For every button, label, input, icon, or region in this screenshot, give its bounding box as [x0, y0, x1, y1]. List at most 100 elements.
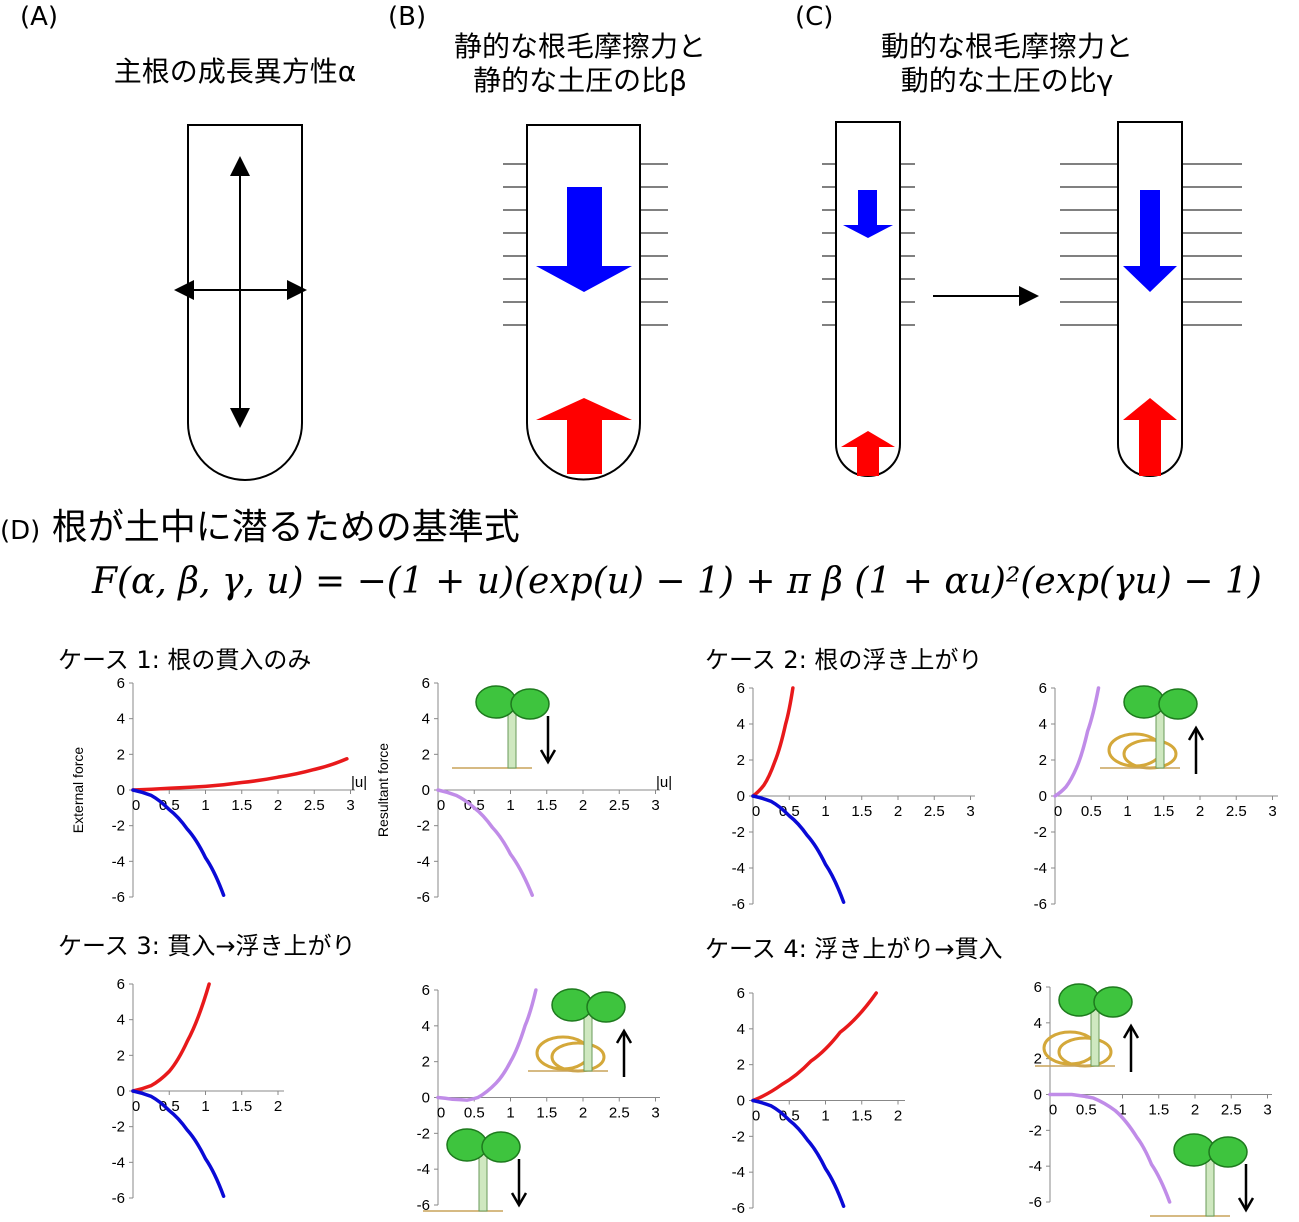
- x-tick-label: 0.5: [1081, 803, 1102, 820]
- y-tick-label: 4: [1039, 716, 1047, 733]
- leaf: [1208, 1136, 1248, 1168]
- y-tick-label: 6: [422, 675, 430, 692]
- panel-c-label: (C): [795, 2, 834, 32]
- panel-b-label: (B): [388, 2, 427, 32]
- x-tick-label: 0: [132, 1098, 140, 1115]
- friction-arrow-c2: [1123, 190, 1177, 292]
- leaf: [481, 1131, 521, 1163]
- case-2-title: ケース 2: 根の浮き上がり: [705, 646, 983, 674]
- leaf: [551, 988, 593, 1022]
- chart-case2-resultant: -6 -4 -2 0 2 4 6 0 0.5 1 1.5 2 2.5 3: [1034, 680, 1278, 913]
- sprout-penetrate-icon: [452, 685, 557, 769]
- y-axis-label: Resultant force: [375, 743, 391, 837]
- x-tick-label: 0: [1054, 803, 1062, 820]
- y-tick-label: 4: [1034, 1015, 1042, 1032]
- y-tick-label: -6: [112, 889, 125, 906]
- x-tick-label: 1: [201, 797, 209, 814]
- y-tick-label: -4: [417, 853, 430, 870]
- panel-a-title: 主根の成長異方性α: [113, 55, 357, 88]
- y-tick-label: -4: [112, 1154, 125, 1171]
- x-tick-label: 1.5: [536, 797, 557, 814]
- panel-a-label: (A): [20, 2, 59, 32]
- x-tick-label: 2: [1196, 803, 1204, 820]
- x-tick-label: 2: [894, 1108, 902, 1125]
- y-tick-label: 6: [422, 982, 430, 999]
- x-tick-label: 1: [506, 1105, 514, 1122]
- x-tick-label: 1: [821, 1108, 829, 1125]
- x-tick-label: 2: [274, 1098, 282, 1115]
- x-tick-label: 0: [132, 797, 140, 814]
- purple-series-line: [436, 788, 534, 897]
- panel-b-title-line1: 静的な根毛摩擦力と: [453, 30, 706, 63]
- y-tick-label: 4: [117, 711, 125, 728]
- y-tick-label: -4: [112, 853, 125, 870]
- y-tick-label: -2: [417, 1125, 430, 1142]
- x-tick-label: 3: [651, 1105, 659, 1122]
- sprout-penetrate-icon: [1150, 1133, 1255, 1217]
- x-axis-label: |u|: [351, 774, 367, 791]
- y-tick-label: -4: [1034, 860, 1047, 877]
- x-tick-label: 1: [506, 797, 514, 814]
- chart-case1-external: -6 -4 -2 0 2 4 6 0 0.5 1 1.5 2 2.5 3 External force |u|: [70, 675, 367, 906]
- x-tick-label: 1: [1118, 1102, 1126, 1119]
- y-tick-label: -2: [1034, 824, 1047, 841]
- y-tick-label: -2: [112, 818, 125, 835]
- stem: [507, 709, 517, 769]
- y-tick-label: -4: [732, 1164, 745, 1181]
- x-tick-label: 1.5: [1148, 1102, 1169, 1119]
- y-tick-label: 6: [737, 985, 745, 1002]
- x-tick-label: 1: [821, 803, 829, 820]
- x-tick-label: 1.5: [231, 797, 252, 814]
- pressure-arrow-c1: [841, 431, 895, 476]
- x-tick-label: 1: [201, 1098, 209, 1115]
- stem: [1090, 1007, 1100, 1067]
- case-3-title: ケース 3: 貫入→浮き上がり: [58, 932, 356, 960]
- blue-series-line: [751, 794, 846, 904]
- y-tick-label: 2: [422, 1054, 430, 1071]
- leaf: [510, 688, 550, 720]
- y-tick-label: -2: [417, 818, 430, 835]
- root-hairs-c1: [822, 163, 915, 326]
- y-tick-label: 0: [737, 1093, 745, 1110]
- x-tick-label: 1: [1123, 803, 1131, 820]
- x-tick-label: 3: [966, 803, 974, 820]
- y-tick-label: -2: [112, 1119, 125, 1136]
- purple-series-line: [1053, 686, 1101, 798]
- sprout-penetrate-icon: [423, 1128, 528, 1212]
- y-tick-label: 4: [117, 1012, 125, 1029]
- y-tick-label: 2: [1039, 752, 1047, 769]
- chart-case4-external: -6 -4 -2 0 2 4 6 0 0.5 1 1.5 2: [732, 985, 905, 1217]
- stem: [583, 1012, 593, 1072]
- x-tick-label: 0.5: [464, 1105, 485, 1122]
- y-tick-label: 2: [737, 752, 745, 769]
- x-tick-label: 0: [437, 1105, 445, 1122]
- friction-arrow-b: [536, 187, 632, 292]
- blue-series-line: [131, 788, 226, 897]
- x-tick-label: 3: [1263, 1102, 1271, 1119]
- y-tick-label: 4: [422, 1018, 430, 1035]
- y-tick-label: -6: [417, 889, 430, 906]
- root-outline-b: [526, 124, 641, 481]
- x-tick-label: 1.5: [231, 1098, 252, 1115]
- red-series-line: [751, 991, 878, 1103]
- x-tick-label: 0.5: [159, 797, 180, 814]
- criterion-formula: F(α, β, γ, u) = −(1 + u)(exp(u) − 1) + π…: [92, 561, 1262, 602]
- y-tick-label: 4: [737, 1021, 745, 1038]
- x-tick-label: 1.5: [536, 1105, 557, 1122]
- friction-arrow-c1: [843, 190, 893, 238]
- x-tick-label: 0.5: [779, 1108, 800, 1125]
- y-tick-label: -6: [112, 1190, 125, 1207]
- y-tick-label: 6: [1034, 979, 1042, 996]
- root-hairs-b: [503, 163, 668, 326]
- y-axis-label: External force: [70, 747, 86, 834]
- y-tick-label: 6: [117, 976, 125, 993]
- root-hairs-c2: [1060, 163, 1242, 326]
- leaf: [586, 991, 626, 1023]
- y-tick-label: 0: [1039, 788, 1047, 805]
- y-tick-label: -6: [732, 896, 745, 913]
- y-tick-label: 6: [117, 675, 125, 692]
- y-tick-label: 4: [422, 711, 430, 728]
- purple-series-line: [1048, 1092, 1172, 1204]
- y-tick-label: 2: [1034, 1051, 1042, 1068]
- x-tick-label: 1.5: [851, 803, 872, 820]
